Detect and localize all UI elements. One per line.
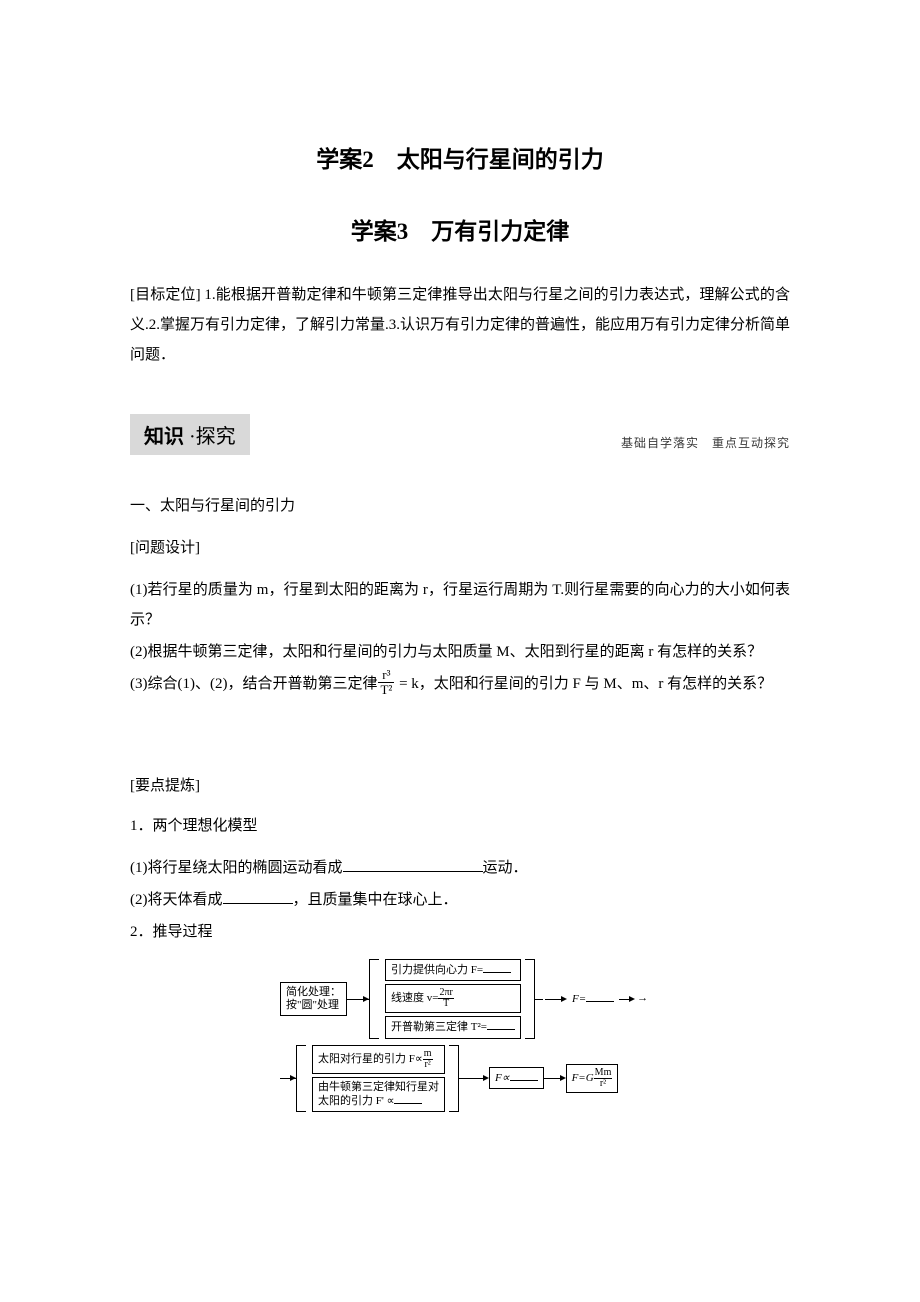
point-1-heading: 1．两个理想化模型 xyxy=(130,811,790,841)
fc-sunplanet-text: 太阳对行星的引力 F∝ xyxy=(318,1053,423,1065)
fc-box-simplify: 简化处理： 按"圆"处理 xyxy=(280,982,347,1016)
fill-blank-2[interactable] xyxy=(223,889,293,904)
fraction-r3-t2: r³T² xyxy=(378,668,394,698)
fraction-num: r³ xyxy=(378,668,394,683)
fill-blank-fc-5[interactable] xyxy=(510,1071,538,1081)
p2-text-a: (2)将天体看成 xyxy=(130,892,223,908)
fc-newton3-line2: 太阳的引力 F' ∝ xyxy=(318,1094,439,1108)
fill-blank-fc-4[interactable] xyxy=(394,1094,422,1104)
fc-box-kepler3: 开普勒第三定律 T²= xyxy=(385,1016,521,1038)
bracket-left-icon xyxy=(369,959,379,1038)
fc-box-velocity: 线速度 v=2πrT xyxy=(385,984,521,1013)
fill-blank-fc-3[interactable] xyxy=(586,992,614,1002)
fc-fprop-text: F∝ xyxy=(495,1072,510,1084)
fc-kepler-text: 开普勒第三定律 T²= xyxy=(391,1021,487,1033)
frac-den: r² xyxy=(594,1079,613,1089)
fc-newton3-line2-text: 太阳的引力 F' ∝ xyxy=(318,1095,394,1107)
p2-text-b: ，且质量集中在球心上． xyxy=(293,892,458,908)
fill-blank-fc-2[interactable] xyxy=(487,1020,515,1030)
frac-num: m xyxy=(423,1049,433,1060)
lesson-title-2: 学案3 万有引力定律 xyxy=(130,212,790,246)
fc-box-f-equals: F= xyxy=(567,989,619,1009)
section-header-bar: 知识 ·探究 基础自学落实 重点互动探究 xyxy=(130,414,790,455)
question-3-part-a: (3)综合(1)、(2)，结合开普勒第三定律 xyxy=(130,676,377,692)
fc-box-sun-planet: 太阳对行星的引力 F∝mr² xyxy=(312,1045,445,1074)
flowchart-group-2: 太阳对行星的引力 F∝mr² 由牛顿第三定律知行星对 太阳的引力 F' ∝ F∝… xyxy=(280,1045,790,1112)
point-1-item-2: (2)将天体看成 ，且质量集中在球心上． xyxy=(130,885,790,915)
section-badge-rest: ·探究 xyxy=(184,426,236,448)
section-badge-bold: 知识 xyxy=(144,426,184,448)
fill-blank-fc-1[interactable] xyxy=(483,963,511,973)
fc-box-f-prop: F∝ xyxy=(489,1067,544,1089)
fraction-m-r2: mr² xyxy=(423,1049,433,1070)
fraction-mm-r2: Mmr² xyxy=(594,1068,613,1089)
flowchart-group-1: 简化处理： 按"圆"处理 引力提供向心力 F= 线速度 v=2πrT 开普勒第三… xyxy=(280,959,790,1038)
bracket-left-icon xyxy=(296,1045,306,1112)
topic-1-heading: 一、太阳与行星间的引力 xyxy=(130,491,790,521)
bracket-right-icon xyxy=(449,1045,459,1112)
point-1-item-1: (1)将行星绕太阳的椭圆运动看成 运动． xyxy=(130,853,790,883)
bracket-right-icon xyxy=(525,959,535,1038)
blank-space xyxy=(130,701,790,771)
frac-den: r² xyxy=(423,1060,433,1070)
fc-velocity-text: 线速度 v= xyxy=(391,992,438,1004)
frac-num: Mm xyxy=(594,1068,613,1079)
question-design-label: [问题设计] xyxy=(130,533,790,563)
derivation-flowchart: 简化处理： 按"圆"处理 引力提供向心力 F= 线速度 v=2πrT 开普勒第三… xyxy=(280,959,790,1111)
section-subtitle-right: 基础自学落实 重点互动探究 xyxy=(621,434,790,455)
question-3-part-b: = k，太阳和行星间的引力 F 与 M、m、r 有怎样的关系？ xyxy=(395,676,772,692)
question-1: (1)若行星的质量为 m，行星到太阳的距离为 r，行星运行周期为 T.则行星需要… xyxy=(130,575,790,635)
fraction-2pir-t: 2πrT xyxy=(438,988,453,1009)
p1-text-b: 运动． xyxy=(483,860,528,876)
arrow-tail-text: → xyxy=(637,992,648,1005)
fc-col-middle-2: 太阳对行星的引力 F∝mr² 由牛顿第三定律知行星对 太阳的引力 F' ∝ xyxy=(312,1045,445,1112)
fc-simplify-line1: 简化处理： xyxy=(286,986,341,999)
question-3: (3)综合(1)、(2)，结合开普勒第三定律r³T² = k，太阳和行星间的引力… xyxy=(130,669,790,699)
point-2-heading: 2．推导过程 xyxy=(130,917,790,947)
fc-col-middle-1: 引力提供向心力 F= 线速度 v=2πrT 开普勒第三定律 T²= xyxy=(385,959,521,1038)
objectives-paragraph: [目标定位] 1.能根据开普勒定律和牛顿第三定律推导出太阳与行星之间的引力表达式… xyxy=(130,280,790,370)
fc-box-centripetal: 引力提供向心力 F= xyxy=(385,959,521,981)
fc-centripetal-text: 引力提供向心力 F= xyxy=(391,964,483,976)
lesson-title-1: 学案2 太阳与行星间的引力 xyxy=(130,140,790,174)
fc-simplify-line2: 按"圆"处理 xyxy=(286,999,341,1012)
fraction-den: T² xyxy=(378,683,394,697)
question-2: (2)根据牛顿第三定律，太阳和行星间的引力与太阳质量 M、太阳到行星的距离 r … xyxy=(130,637,790,667)
frac-den: T xyxy=(438,999,453,1009)
fc-box-final: F=GMmr² xyxy=(566,1064,619,1093)
section-badge: 知识 ·探究 xyxy=(130,414,250,455)
fc-box-newton3: 由牛顿第三定律知行星对 太阳的引力 F' ∝ xyxy=(312,1077,445,1112)
p1-text-a: (1)将行星绕太阳的椭圆运动看成 xyxy=(130,860,343,876)
fc-f-text: F= xyxy=(572,993,586,1005)
fc-final-text: F=G xyxy=(572,1072,594,1084)
fc-newton3-line1: 由牛顿第三定律知行星对 xyxy=(318,1081,439,1094)
fill-blank-1[interactable] xyxy=(343,857,483,872)
key-points-label: [要点提炼] xyxy=(130,771,790,801)
